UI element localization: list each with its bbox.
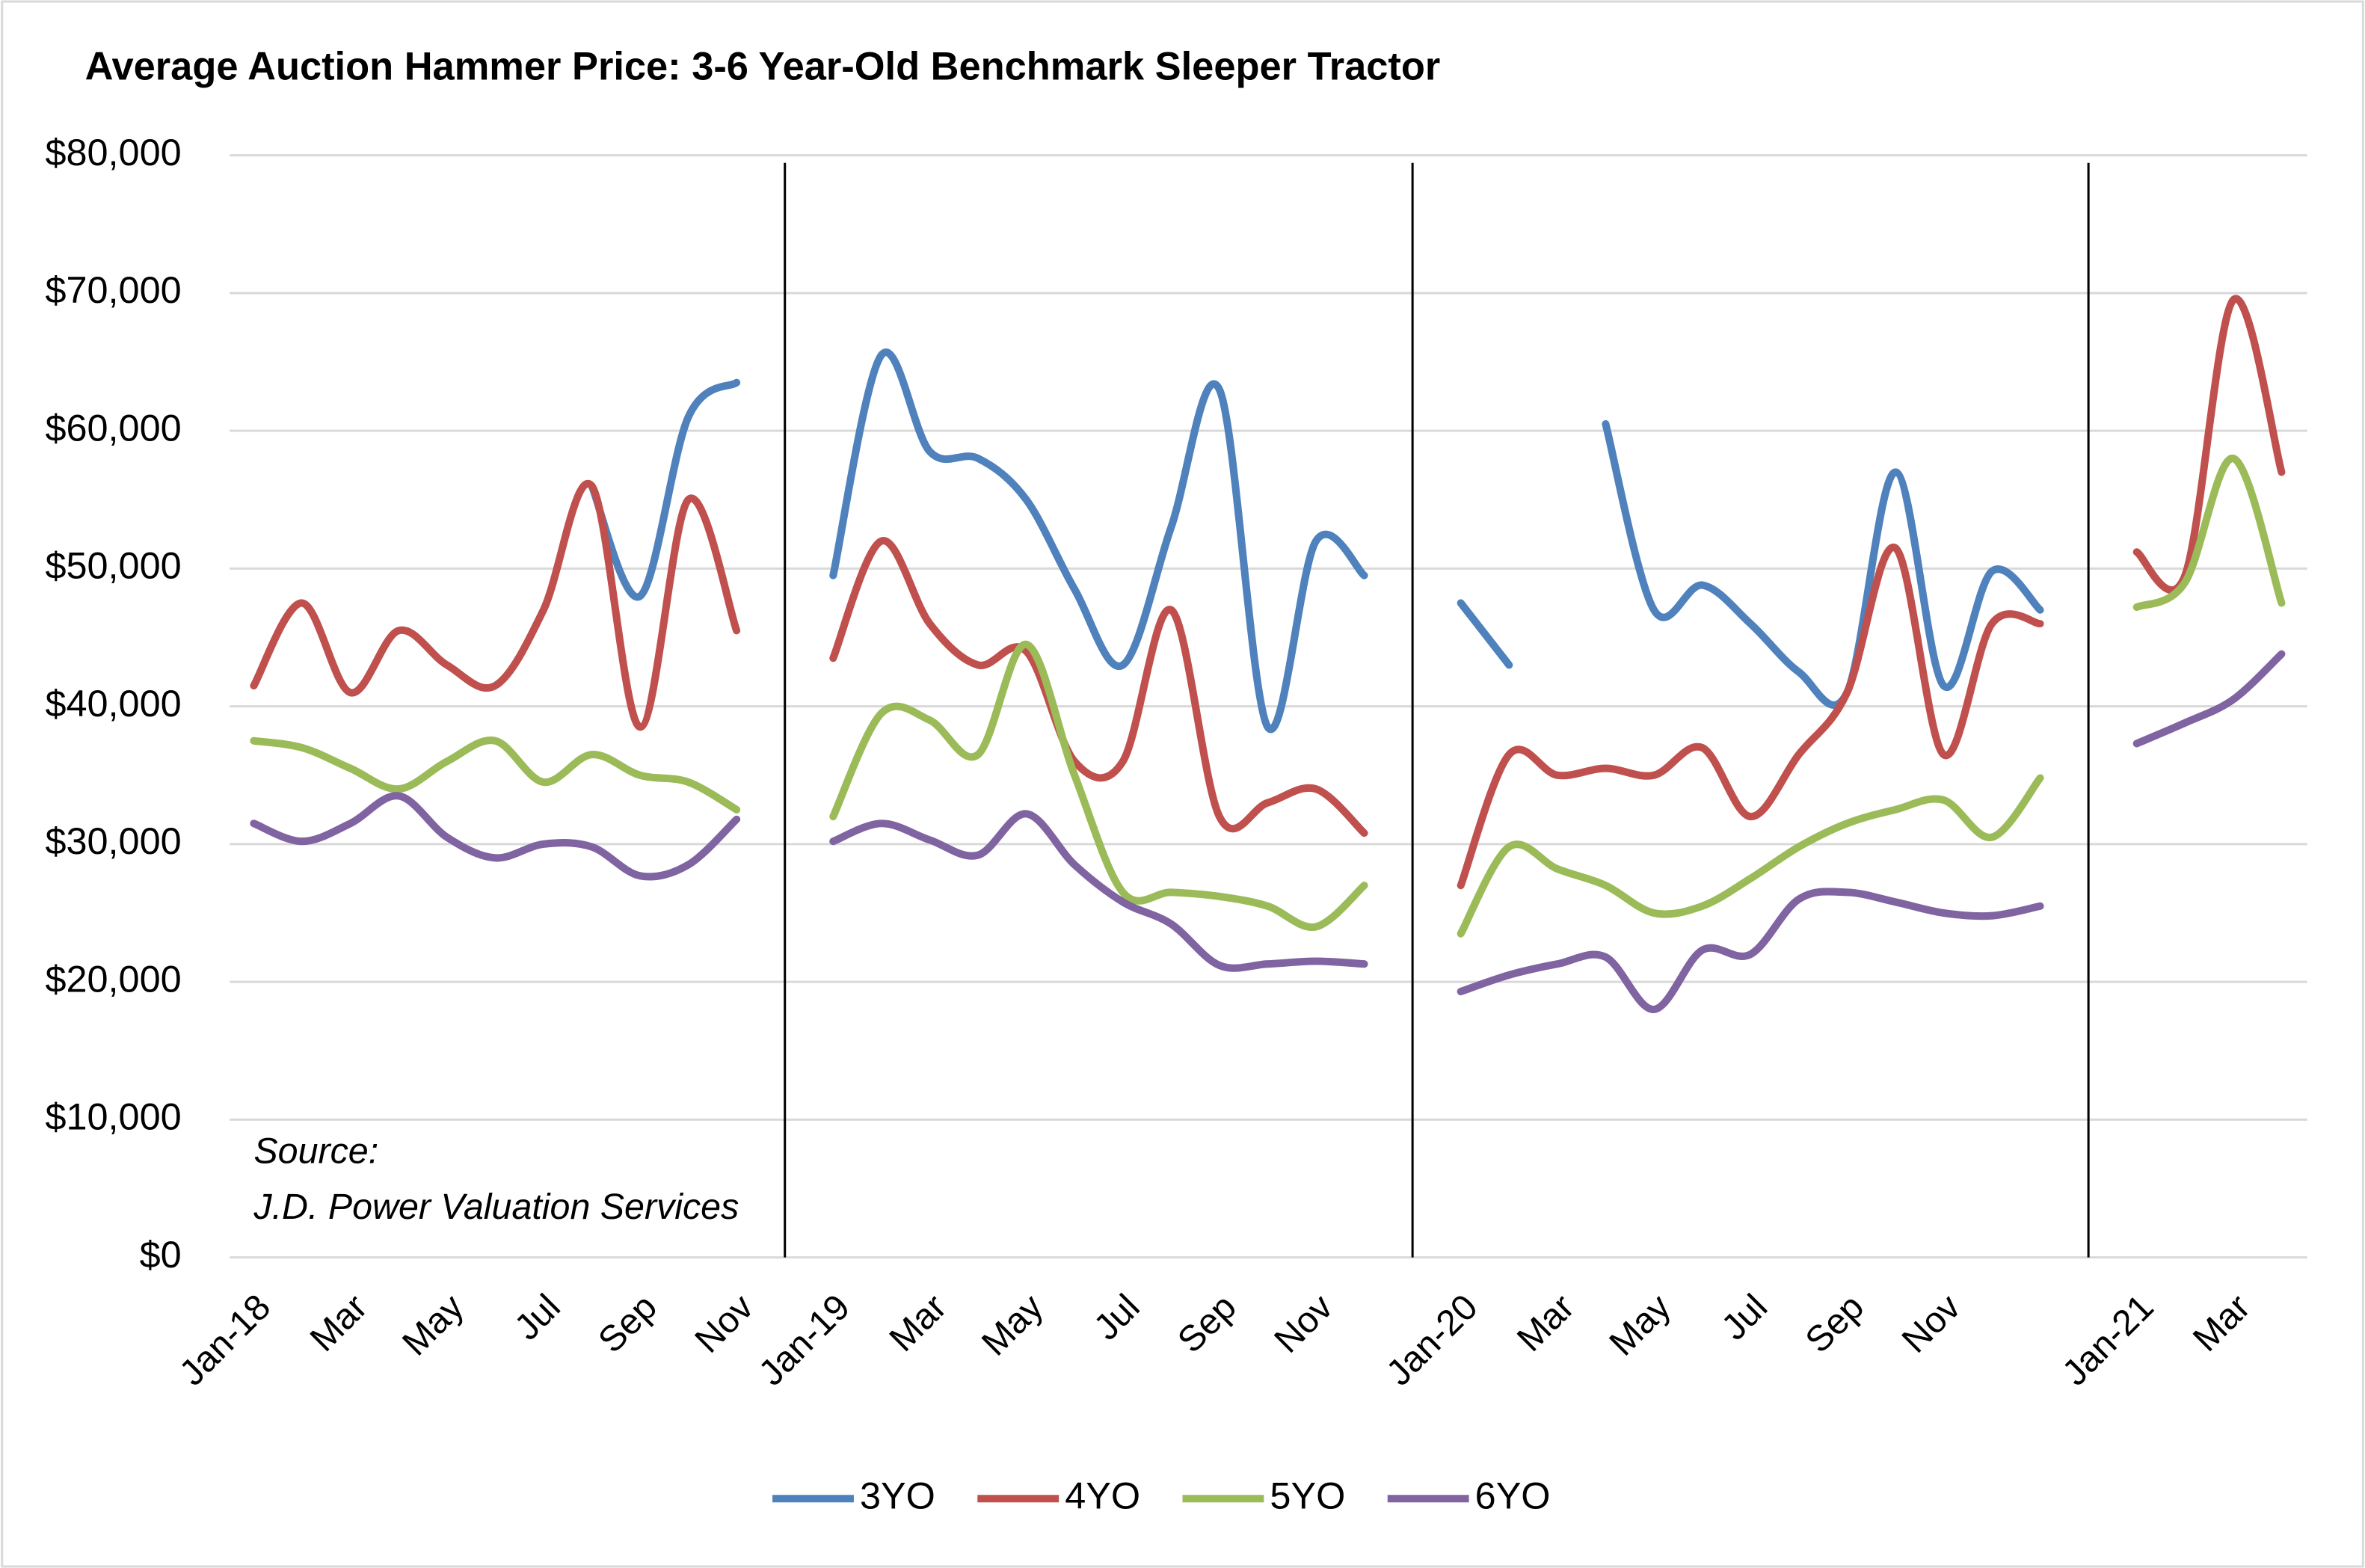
series-line bbox=[1457, 599, 1513, 669]
y-tick-label: $60,000 bbox=[45, 406, 181, 449]
annotation: Source: bbox=[253, 1131, 378, 1171]
series-line bbox=[829, 640, 1368, 931]
series-line bbox=[2132, 454, 2286, 612]
y-tick-label: $0 bbox=[140, 1233, 182, 1276]
legend-label: 5YO bbox=[1270, 1475, 1345, 1517]
y-tick-label: $40,000 bbox=[45, 682, 181, 725]
series-line bbox=[588, 378, 741, 601]
y-tick-label: $10,000 bbox=[45, 1095, 181, 1138]
y-tick-label: $80,000 bbox=[45, 131, 181, 173]
series-line bbox=[829, 810, 1368, 972]
series-line bbox=[2132, 650, 2286, 748]
series-line bbox=[250, 479, 741, 731]
y-tick-label: $70,000 bbox=[45, 268, 181, 311]
series-line bbox=[2132, 295, 2286, 594]
y-tick-label: $30,000 bbox=[45, 820, 181, 862]
series-line bbox=[1457, 544, 2044, 890]
series-line bbox=[1457, 888, 2044, 1014]
legend-label: 3YO bbox=[860, 1475, 935, 1517]
legend-label: 6YO bbox=[1475, 1475, 1551, 1517]
series-line bbox=[250, 792, 741, 881]
y-tick-label: $20,000 bbox=[45, 957, 181, 1000]
series-line bbox=[829, 348, 1368, 734]
series-line bbox=[829, 537, 1368, 837]
chart-title: Average Auction Hammer Price: 3-6 Year-O… bbox=[85, 46, 1441, 89]
annotation: J.D. Power Valuation Services bbox=[253, 1187, 739, 1227]
y-tick-label: $50,000 bbox=[45, 544, 181, 587]
series-line bbox=[1457, 774, 2044, 938]
series-line bbox=[250, 737, 741, 814]
legend-label: 4YO bbox=[1065, 1475, 1140, 1517]
